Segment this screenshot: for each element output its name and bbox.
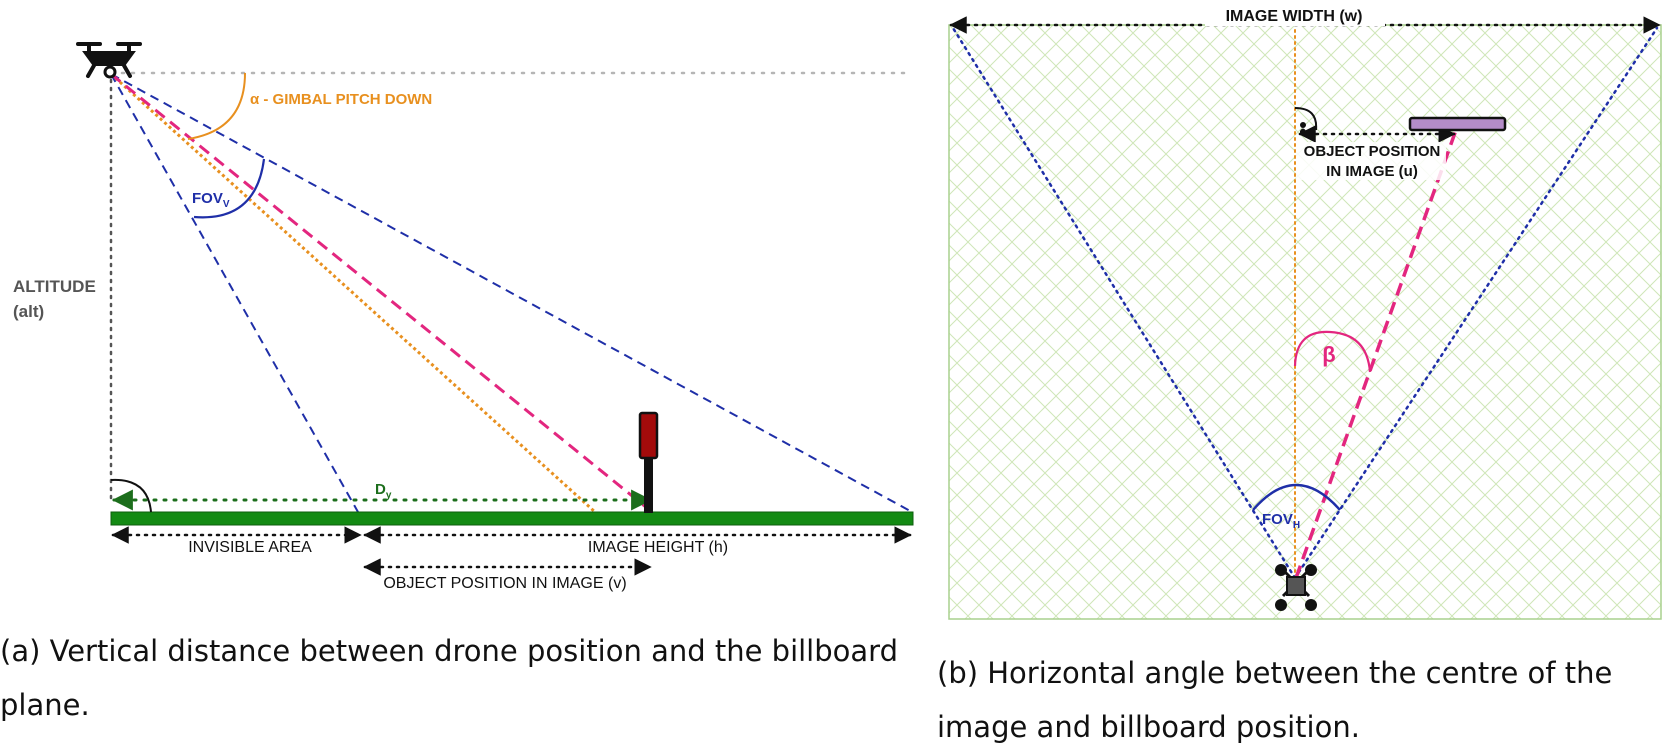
billboard-top-view-icon [1408, 116, 1507, 132]
person-icon [1294, 107, 1318, 134]
fov-right-ray [1293, 26, 1659, 580]
fov-h-label: FOVH [1262, 511, 1300, 531]
dy-label: Dy [375, 481, 392, 501]
gimbal-center-ray [109, 72, 597, 514]
altitude-label: ALTITUDE [13, 277, 96, 296]
altitude-sub-label: (alt) [13, 302, 44, 321]
fov-v-arc [193, 158, 266, 219]
alpha-arc [187, 72, 246, 140]
object-ray [110, 72, 653, 514]
fov-h-arc [1252, 483, 1341, 511]
fov-upper-ray [110, 73, 913, 513]
fov-left-ray [951, 26, 1297, 580]
billboard-pole-icon [638, 411, 659, 513]
drone-icon [76, 42, 142, 79]
object-position-v-label: OBJECT POSITION IN IMAGE (v) [383, 575, 626, 592]
panel-b-horizontal-angle: IMAGE WIDTH (w) β FOVH OBJECT POSITION I… [948, 6, 1662, 620]
beta-arc [1293, 330, 1372, 373]
alpha-label: α - GIMBAL PITCH DOWN [250, 91, 432, 108]
panel-a-vertical-distance: α - GIMBAL PITCH DOWN FOVV ALTITUDE (alt… [13, 42, 914, 592]
image-width-label: IMAGE WIDTH (w) [1226, 8, 1363, 25]
image-frame [948, 24, 1662, 620]
object-position-u-label-line1: OBJECT POSITION [1304, 143, 1441, 160]
image-height-label: IMAGE HEIGHT (h) [588, 539, 728, 556]
object-position-u-label-line2: IN IMAGE (u) [1326, 163, 1418, 180]
invisible-area-label: INVISIBLE AREA [188, 539, 312, 556]
caption-panel-b: (b) Horizontal angle between the centre … [937, 656, 1613, 744]
caption-panel-a: (a) Vertical distance between drone posi… [0, 634, 898, 722]
object-position-u-label-bg [1296, 142, 1446, 180]
beta-label: β [1322, 342, 1335, 367]
fov-v-label: FOVV [192, 190, 230, 210]
drone-top-view-icon [1275, 564, 1317, 611]
image-width-label-bg [1205, 6, 1385, 26]
fov-lower-ray [110, 73, 359, 513]
right-angle-arc [110, 478, 152, 513]
ground-plane [110, 511, 914, 526]
